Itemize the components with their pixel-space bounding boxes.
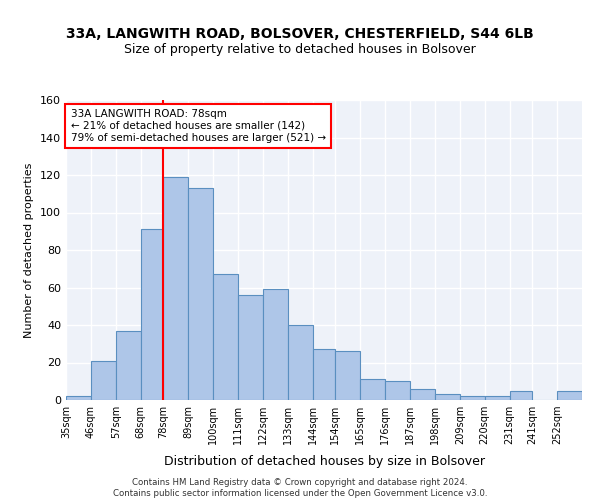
Bar — [410, 389, 435, 400]
Bar — [460, 396, 485, 400]
Bar — [485, 396, 509, 400]
Bar — [91, 360, 116, 400]
Bar — [288, 325, 313, 400]
Bar — [163, 177, 188, 400]
Bar — [263, 290, 288, 400]
Y-axis label: Number of detached properties: Number of detached properties — [25, 162, 34, 338]
Bar — [313, 350, 335, 400]
Bar — [238, 295, 263, 400]
Bar — [360, 380, 385, 400]
Bar — [116, 330, 140, 400]
Bar — [335, 351, 360, 400]
Bar — [557, 390, 582, 400]
Bar — [66, 396, 91, 400]
Text: Contains HM Land Registry data © Crown copyright and database right 2024.
Contai: Contains HM Land Registry data © Crown c… — [113, 478, 487, 498]
Bar — [385, 381, 410, 400]
Bar — [140, 230, 163, 400]
Bar — [435, 394, 460, 400]
Bar — [188, 188, 213, 400]
X-axis label: Distribution of detached houses by size in Bolsover: Distribution of detached houses by size … — [163, 456, 485, 468]
Bar — [213, 274, 238, 400]
Bar — [509, 390, 532, 400]
Text: 33A, LANGWITH ROAD, BOLSOVER, CHESTERFIELD, S44 6LB: 33A, LANGWITH ROAD, BOLSOVER, CHESTERFIE… — [66, 28, 534, 42]
Text: 33A LANGWITH ROAD: 78sqm
← 21% of detached houses are smaller (142)
79% of semi-: 33A LANGWITH ROAD: 78sqm ← 21% of detach… — [71, 110, 326, 142]
Text: Size of property relative to detached houses in Bolsover: Size of property relative to detached ho… — [124, 42, 476, 56]
